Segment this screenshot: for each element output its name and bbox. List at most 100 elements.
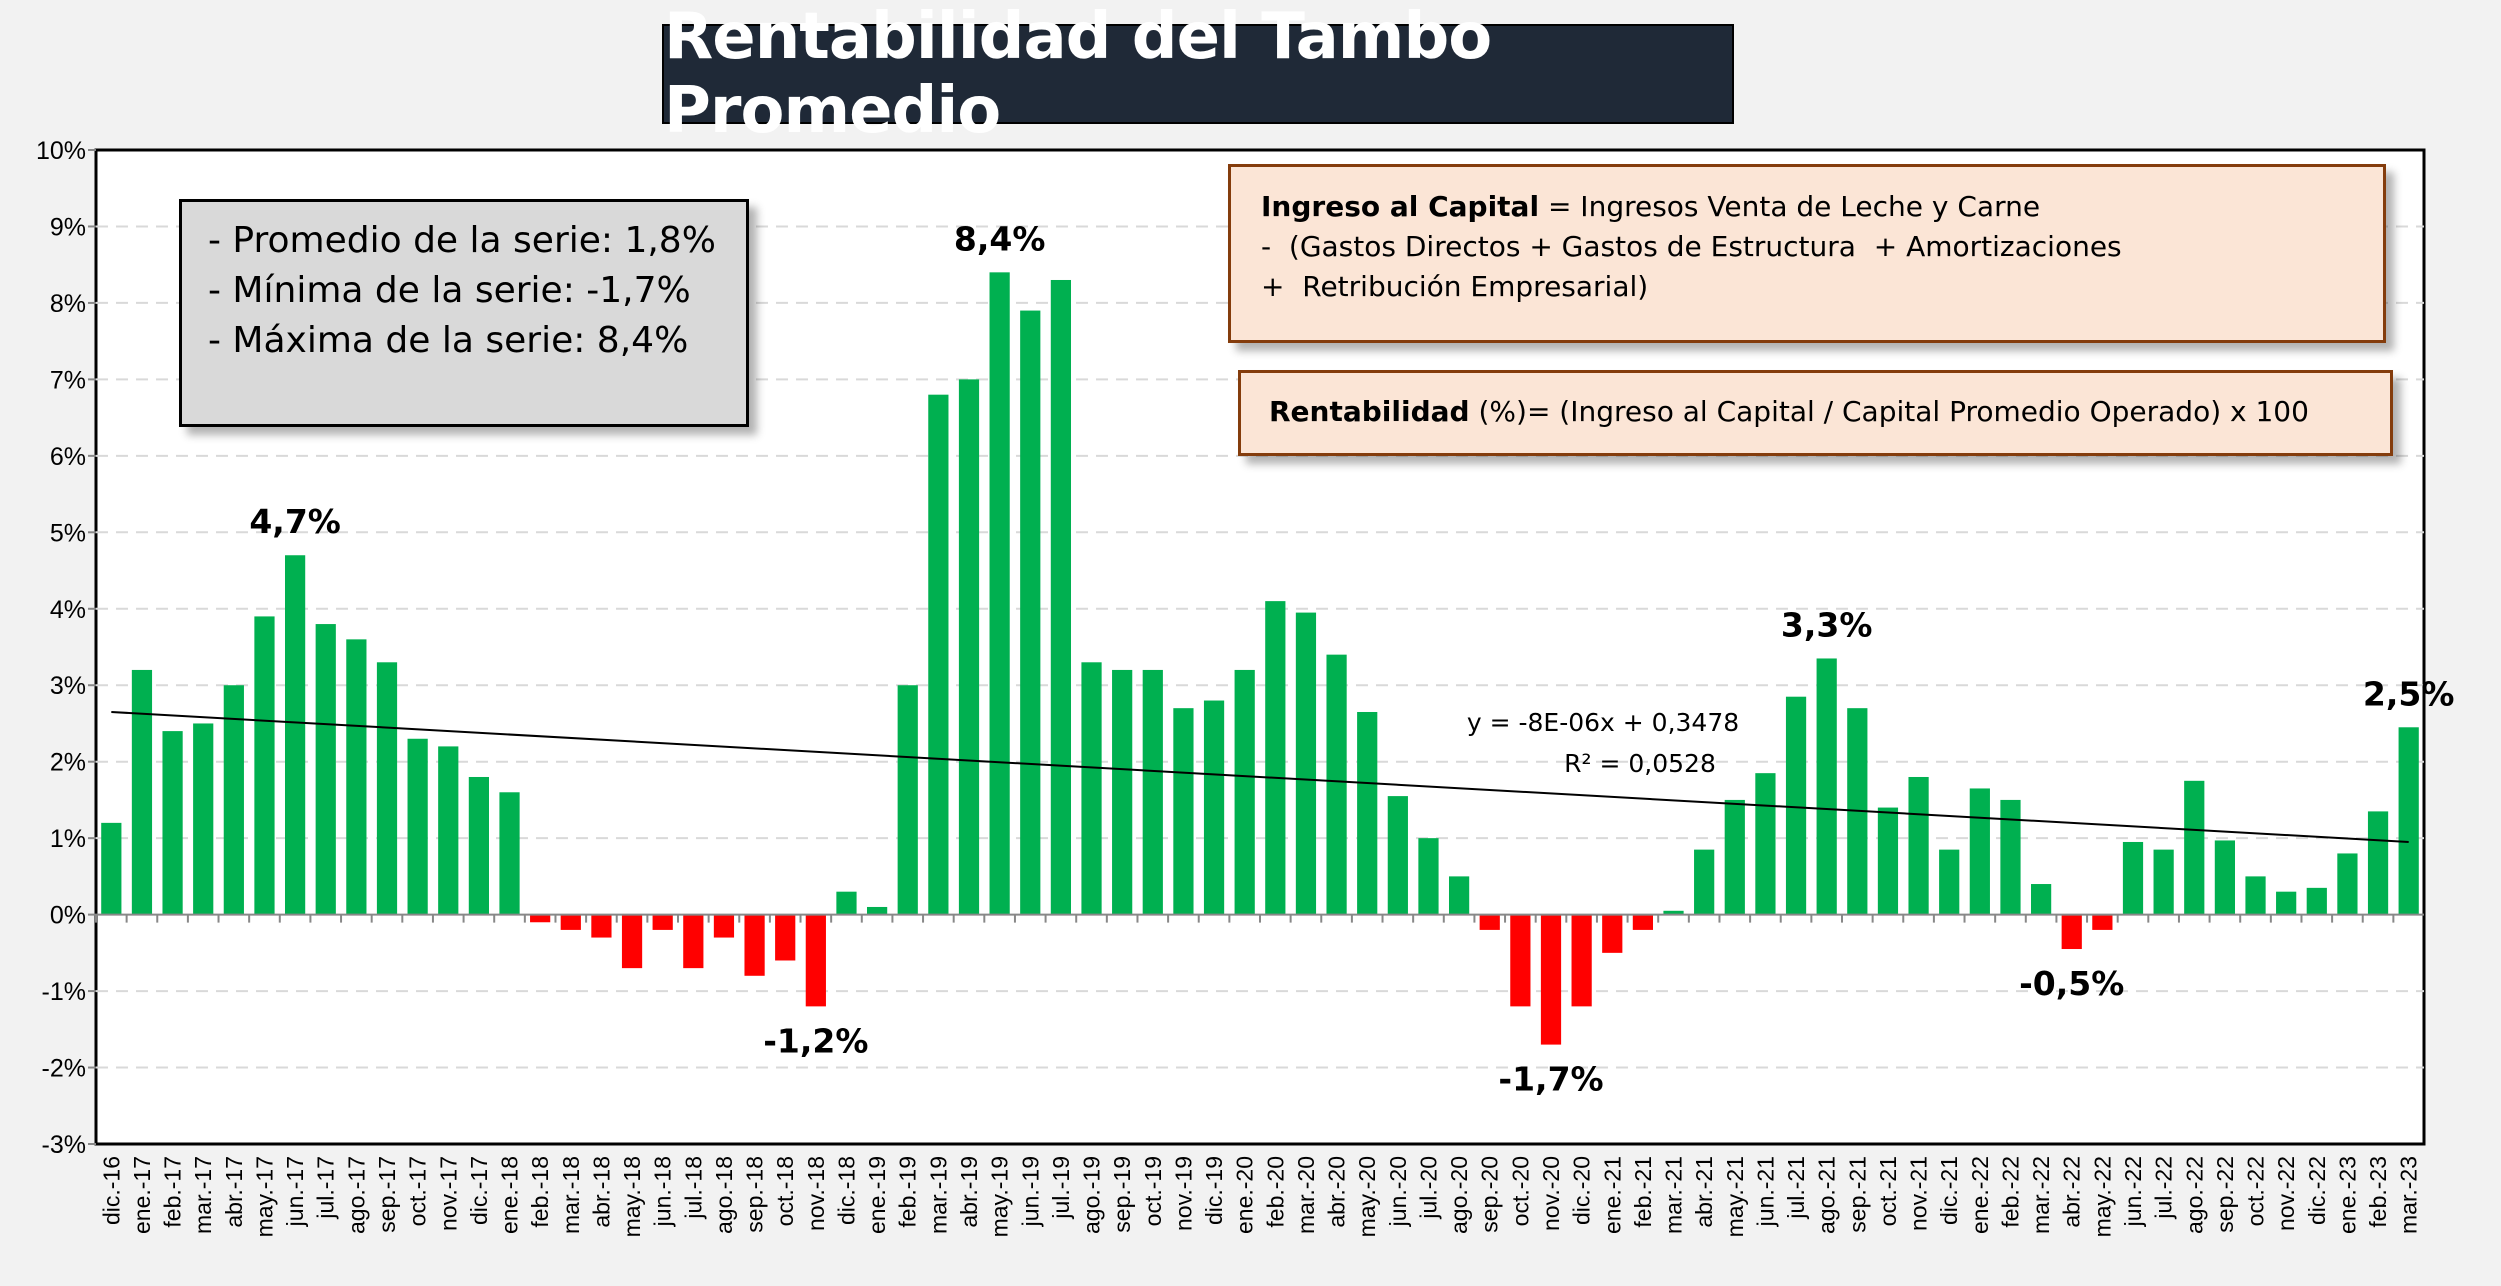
x-tick-label: abr.-18 (588, 1156, 614, 1228)
x-tick-label: jun.-19 (1017, 1156, 1043, 1227)
x-tick-label: may.-17 (251, 1156, 277, 1237)
x-tick-label: feb.-21 (1630, 1156, 1656, 1228)
x-tick-label: jun.-17 (282, 1156, 308, 1227)
y-tick-label: -3% (42, 1131, 86, 1159)
data-label: -1,7% (1498, 1060, 1603, 1099)
x-tick-label: jun.-21 (1752, 1156, 1778, 1227)
x-tick-label: ene.-20 (1232, 1156, 1258, 1234)
bar (1326, 654, 1347, 915)
bar (2276, 891, 2297, 915)
x-tick-label: mar.-23 (2396, 1156, 2422, 1234)
bar (1816, 658, 1837, 915)
x-tick-label: ago.-19 (1079, 1156, 1105, 1234)
x-tick-label: ago.-22 (2181, 1156, 2207, 1234)
bar (2214, 840, 2236, 915)
x-tick-label: feb.-17 (160, 1156, 186, 1228)
x-tick-label: may.-18 (619, 1156, 645, 1237)
x-tick-label: dic.-19 (1201, 1156, 1227, 1225)
bar (928, 394, 949, 915)
bar (2092, 914, 2113, 930)
bar (1295, 612, 1317, 915)
x-tick-label: jul.-20 (1415, 1156, 1441, 1220)
bar (2153, 849, 2174, 915)
x-tick-label: jul.-22 (2151, 1156, 2177, 1220)
trend-r2: R² = 0,0528 (1564, 749, 1716, 778)
x-tick-label: ene.-17 (129, 1156, 155, 1234)
x-tick-label: feb.-23 (2365, 1156, 2391, 1228)
bar (2000, 799, 2021, 915)
bar (1969, 788, 1990, 915)
x-tick-label: mar.-20 (1293, 1156, 1319, 1234)
ingreso-line-3: + Retribución Empresarial) (1261, 270, 1649, 303)
bar (866, 906, 888, 915)
bar (1020, 310, 1041, 915)
bar (1357, 711, 1378, 915)
y-tick-label: 1% (50, 825, 86, 853)
x-tick-label: abr.-17 (221, 1156, 247, 1228)
rentabilidad-definition-box: Rentabilidad (%)= (Ingreso al Capital / … (1238, 370, 2393, 456)
x-tick-label: nov.-21 (1906, 1156, 1932, 1231)
x-tick-label: feb.-20 (1262, 1156, 1288, 1228)
bar (1877, 807, 1899, 915)
bar (1755, 773, 1776, 915)
bar (468, 776, 490, 915)
data-label: 3,3% (1781, 605, 1873, 644)
bar (1203, 700, 1225, 915)
x-tick-label: nov.-19 (1170, 1156, 1196, 1231)
bar (2030, 884, 2052, 915)
x-tick-label: ene.-22 (1967, 1156, 1993, 1234)
bar (1142, 669, 1163, 915)
data-label: -0,5% (2019, 964, 2124, 1003)
bar (530, 914, 551, 923)
x-tick-label: mar.-21 (1661, 1156, 1687, 1234)
x-tick-label: nov.-22 (2273, 1156, 2299, 1231)
bar (1602, 914, 1623, 953)
bar (1540, 914, 1562, 1045)
stat-min: - Mínima de la serie: -1,7% (208, 270, 691, 311)
bar (223, 685, 244, 915)
x-tick-label: may.-21 (1722, 1156, 1748, 1237)
stat-max: - Máxima de la serie: 8,4% (208, 320, 689, 361)
x-tick-label: may.-20 (1354, 1156, 1380, 1237)
data-label: 4,7% (249, 502, 341, 541)
x-tick-label: mar.-18 (558, 1156, 584, 1234)
x-tick-label: mar.-19 (925, 1156, 951, 1234)
x-tick-label: feb.-18 (527, 1156, 553, 1228)
bar (499, 792, 520, 915)
bar (989, 272, 1010, 915)
x-tick-label: jul.-21 (1783, 1156, 1809, 1220)
x-tick-label: nov.-18 (803, 1156, 829, 1231)
stat-average: - Promedio de la serie: 1,8% (208, 220, 716, 261)
bar (346, 639, 367, 915)
bar (591, 914, 612, 938)
bar (1785, 696, 1807, 915)
bar (407, 738, 428, 915)
x-tick-label: feb.-22 (1997, 1156, 2023, 1228)
bar (683, 914, 704, 969)
bar (560, 914, 581, 930)
x-tick-label: mar.-17 (190, 1156, 216, 1234)
bar (1448, 876, 1470, 915)
x-tick-label: ago.-21 (1814, 1156, 1840, 1234)
x-tick-label: sep.-20 (1477, 1156, 1503, 1233)
bar (1632, 914, 1654, 930)
x-tick-label: oct.-20 (1507, 1156, 1533, 1226)
y-tick-label: -1% (42, 978, 86, 1006)
bar (1571, 914, 1592, 1007)
bar (315, 624, 336, 915)
bar (2367, 811, 2389, 915)
y-tick-label: 4% (50, 596, 86, 624)
bar (1418, 838, 1439, 915)
bar (1939, 849, 1960, 915)
bar (1265, 601, 1286, 915)
y-tick-label: 9% (50, 213, 86, 241)
x-tick-label: oct.-21 (1875, 1156, 1901, 1226)
bar (2061, 914, 2082, 950)
x-tick-label: dic.-18 (833, 1156, 859, 1225)
x-tick-label: abr.-21 (1691, 1156, 1717, 1228)
x-tick-label: sep.-17 (374, 1156, 400, 1233)
y-tick-label: 3% (50, 672, 86, 700)
bar (131, 669, 153, 915)
x-tick-label: sep.-22 (2212, 1156, 2238, 1233)
bar (2337, 853, 2358, 915)
